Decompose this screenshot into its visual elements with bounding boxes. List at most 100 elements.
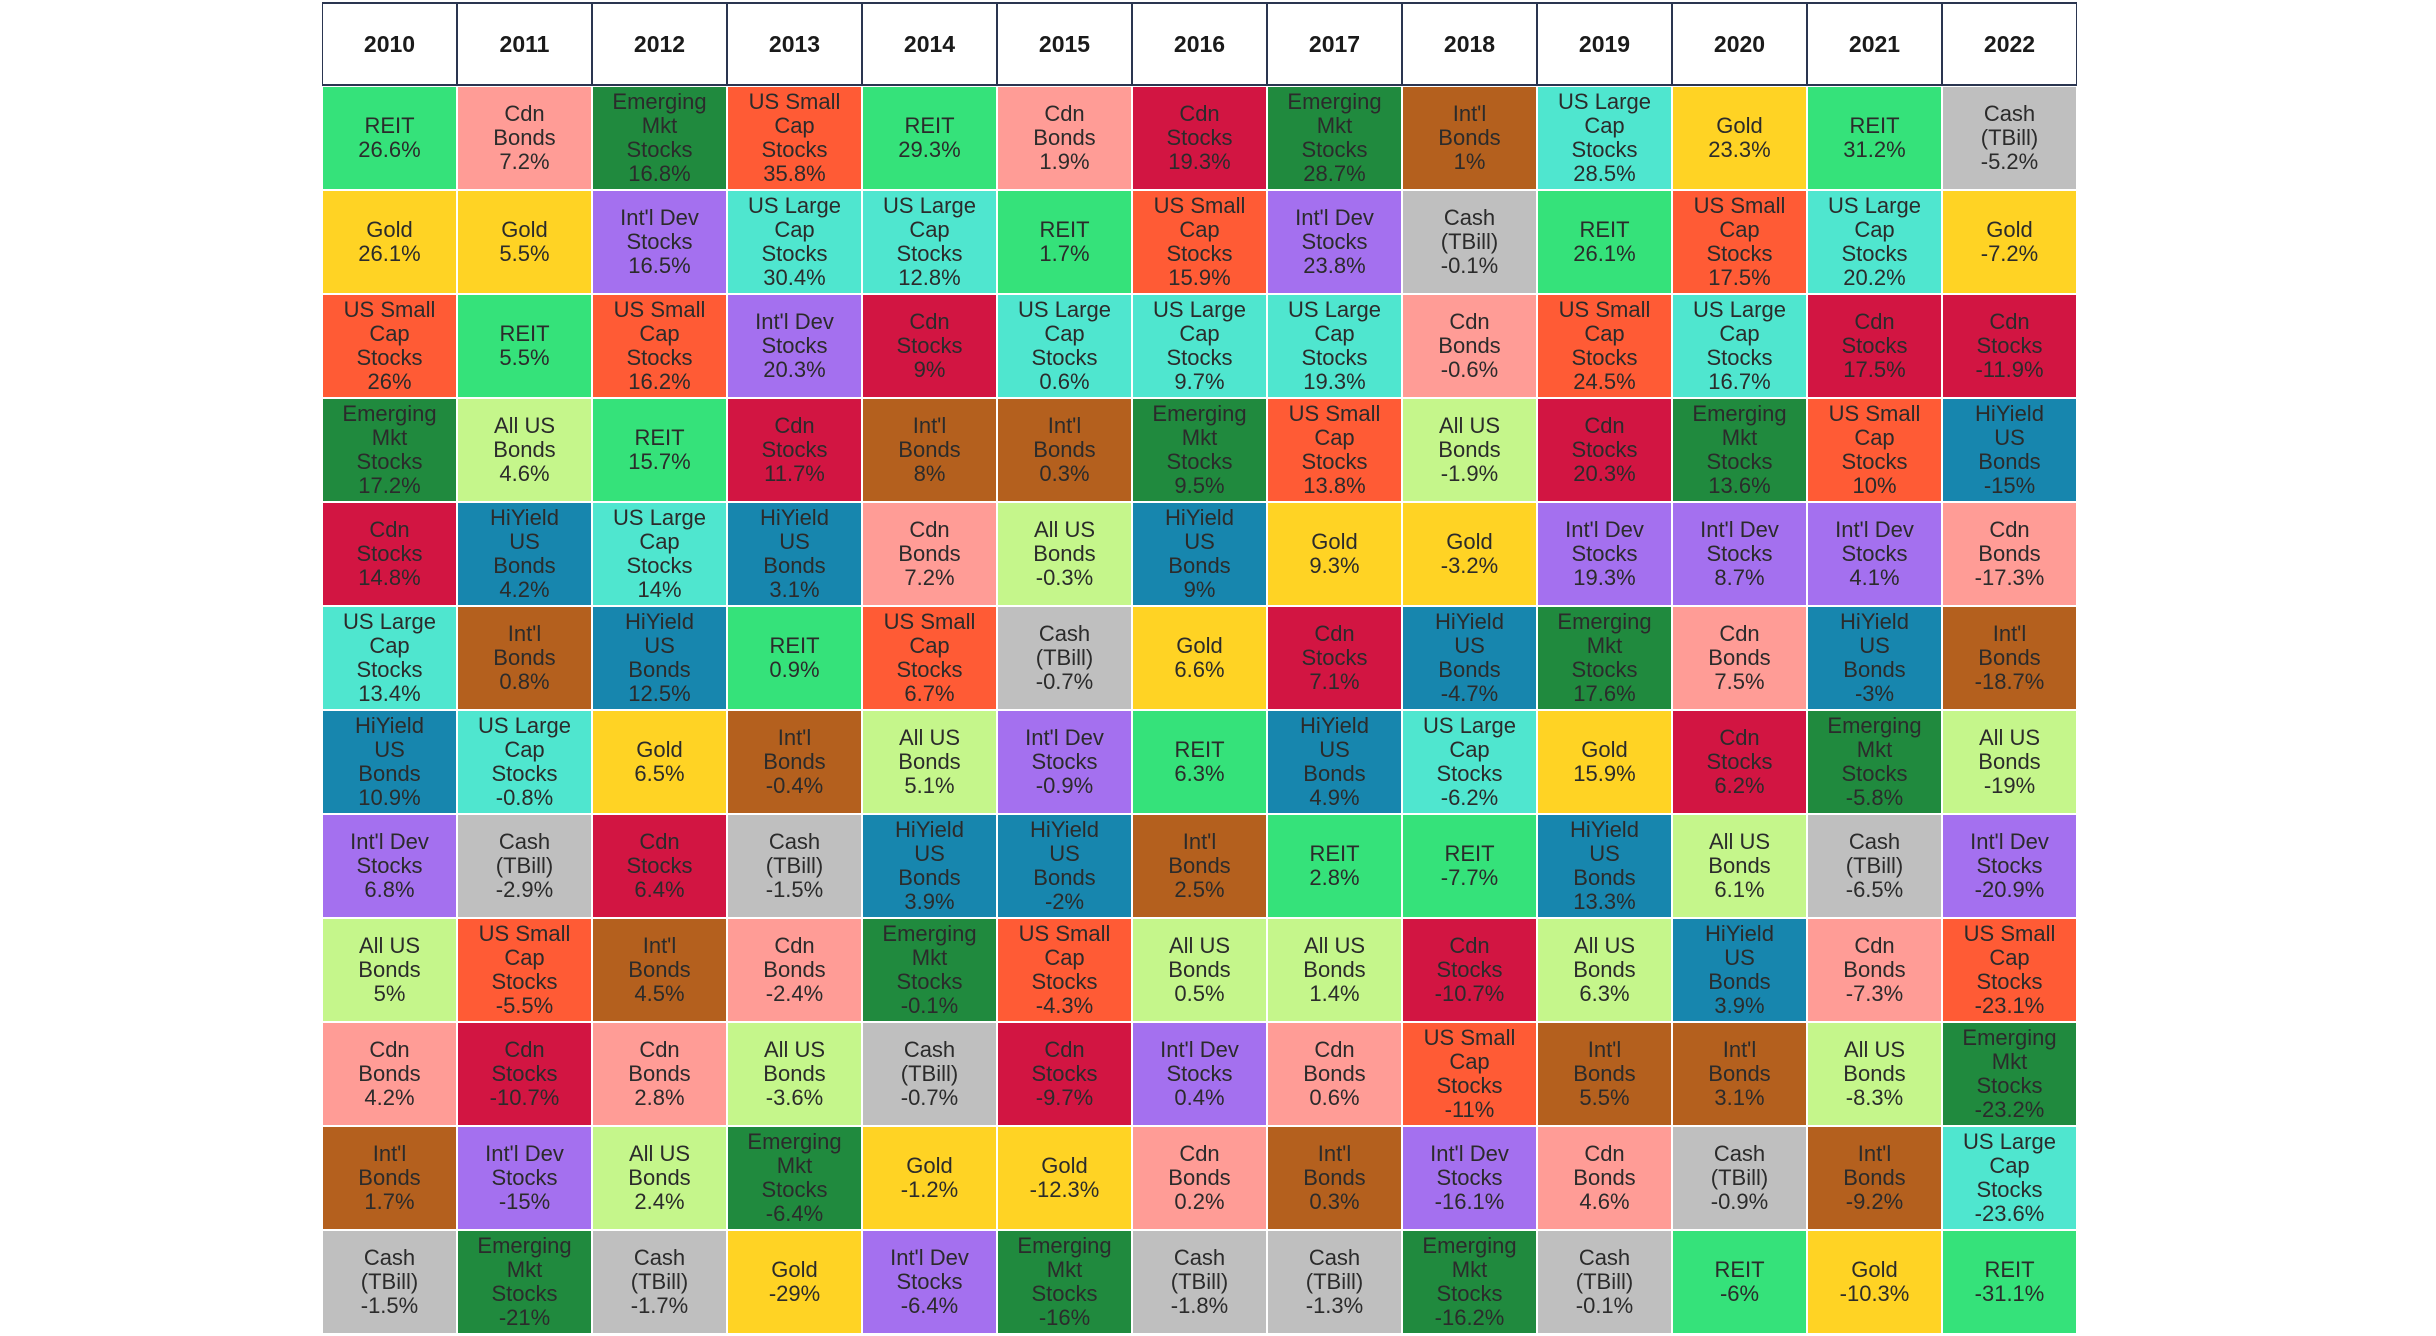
asset-return: -16% <box>1038 1305 1091 1330</box>
asset-return: 0.3% <box>1309 1189 1360 1214</box>
asset-name: Stocks <box>1436 957 1503 982</box>
asset-return: 7.2% <box>499 149 550 174</box>
asset-return: 13.3% <box>1573 889 1636 914</box>
asset-name: Gold <box>1041 1153 1088 1178</box>
asset-name: Stocks <box>1841 333 1908 358</box>
asset-cell: Cdn Bonds 4.6% <box>1537 1126 1672 1230</box>
asset-return: -0.4% <box>765 773 824 798</box>
asset-name: Stocks <box>1976 969 2043 994</box>
asset-return: -18.7% <box>1974 669 2045 694</box>
asset-name: Emerging <box>1962 1025 2057 1050</box>
asset-name: Cap <box>1179 217 1220 242</box>
asset-name: REIT <box>1849 113 1900 138</box>
asset-name: Cdn <box>1044 101 1085 126</box>
asset-name: US Large <box>478 713 571 738</box>
asset-name: Gold <box>366 217 413 242</box>
asset-cell: US Small Cap Stocks 6.7% <box>862 606 997 710</box>
asset-name: Stocks <box>1976 333 2043 358</box>
asset-cell: Int'l Bonds 0.8% <box>457 606 592 710</box>
asset-name: Cdn <box>1179 101 1220 126</box>
asset-name: Cdn <box>1989 309 2030 334</box>
asset-return: 9.5% <box>1174 473 1225 498</box>
asset-return: 4.2% <box>499 577 550 602</box>
asset-return: -29% <box>768 1281 821 1306</box>
asset-return: -0.1% <box>1575 1293 1634 1318</box>
asset-cell: HiYield US Bonds -3% <box>1807 606 1942 710</box>
asset-name: US <box>1319 737 1350 762</box>
asset-cell: Emerging Mkt Stocks -16.2% <box>1402 1230 1537 1334</box>
asset-name: (TBill) <box>1170 1269 1229 1294</box>
asset-cell: HiYield US Bonds 3.9% <box>1672 918 1807 1022</box>
asset-name: Stocks <box>1031 749 1098 774</box>
asset-return: -0.9% <box>1710 1189 1769 1214</box>
asset-name: US <box>1994 425 2025 450</box>
asset-name: US <box>1454 633 1485 658</box>
asset-name: Mkt <box>1586 633 1623 658</box>
asset-name: HiYield <box>1570 817 1639 842</box>
asset-return: 5.5% <box>1579 1085 1630 1110</box>
asset-name: Stocks <box>1301 137 1368 162</box>
asset-name: Cap <box>774 217 815 242</box>
asset-name: All US <box>358 933 421 958</box>
asset-return: 6.6% <box>1174 657 1225 682</box>
asset-name: Bonds <box>1978 449 2041 474</box>
asset-name: Emerging <box>1827 713 1922 738</box>
asset-cell: REIT 5.5% <box>457 294 592 398</box>
asset-return: 13.4% <box>358 681 421 706</box>
asset-cell: All US Bonds 6.3% <box>1537 918 1672 1022</box>
asset-return: 29.3% <box>898 137 961 162</box>
asset-cell: HiYield US Bonds 12.5% <box>592 606 727 710</box>
asset-name: Cdn <box>1584 413 1625 438</box>
asset-name: US <box>1859 633 1890 658</box>
asset-return: 16.8% <box>628 161 691 186</box>
asset-name: Cdn <box>1044 1037 1085 1062</box>
asset-name: Bonds <box>898 437 961 462</box>
asset-cell: Int'l Bonds 0.3% <box>1267 1126 1402 1230</box>
asset-name: Int'l Dev <box>1835 517 1914 542</box>
asset-name: Cash <box>1443 205 1496 230</box>
asset-name: Cdn <box>1179 1141 1220 1166</box>
asset-return: -31.1% <box>1974 1281 2045 1306</box>
asset-return: -19% <box>1983 773 2036 798</box>
asset-name: Emerging <box>612 89 707 114</box>
asset-name: Bonds <box>493 437 556 462</box>
asset-return: -6% <box>1719 1281 1760 1306</box>
asset-name: Stocks <box>1706 345 1773 370</box>
asset-name: US Small <box>1558 297 1651 322</box>
asset-name: All US <box>1708 829 1771 854</box>
asset-name: All US <box>1168 933 1231 958</box>
asset-name: Bonds <box>1303 1165 1366 1190</box>
asset-name: Emerging <box>747 1129 842 1154</box>
asset-name: Cdn <box>1584 1141 1625 1166</box>
asset-return: -9.7% <box>1035 1085 1094 1110</box>
asset-name: Stocks <box>1436 761 1503 786</box>
asset-return: 8.7% <box>1714 565 1765 590</box>
asset-name: Stocks <box>1571 437 1638 462</box>
asset-return: 2.5% <box>1174 877 1225 902</box>
asset-name: Cap <box>639 529 680 554</box>
asset-name: REIT <box>1984 1257 2035 1282</box>
asset-cell: Int'l Dev Stocks -16.1% <box>1402 1126 1537 1230</box>
asset-name: Cap <box>1044 321 1085 346</box>
asset-name: REIT <box>1039 217 1090 242</box>
asset-cell: US Large Cap Stocks 13.4% <box>322 606 457 710</box>
asset-name: HiYield <box>490 505 559 530</box>
asset-name: Stocks <box>356 853 423 878</box>
asset-return: 6.4% <box>634 877 685 902</box>
asset-name: Gold <box>1986 217 2033 242</box>
asset-name: HiYield <box>355 713 424 738</box>
asset-name: Bonds <box>358 1061 421 1086</box>
year-column: 2013 US Small Cap Stocks 35.8% US Large Cap Sto… <box>727 2 862 1334</box>
asset-name: Cash <box>1308 1245 1361 1270</box>
asset-name: Bonds <box>763 1061 826 1086</box>
asset-cell: Cash (TBill) -5.2% <box>1942 86 2077 190</box>
asset-cell: Gold 15.9% <box>1537 710 1672 814</box>
asset-return: 11.7% <box>764 461 825 486</box>
asset-name: Bonds <box>1303 957 1366 982</box>
asset-name: (TBill) <box>1575 1269 1634 1294</box>
asset-name: Bonds <box>1708 645 1771 670</box>
asset-name: All US <box>493 413 556 438</box>
asset-name: Stocks <box>1976 1073 2043 1098</box>
asset-name: Stocks <box>1166 449 1233 474</box>
asset-name: Cash <box>1713 1141 1766 1166</box>
